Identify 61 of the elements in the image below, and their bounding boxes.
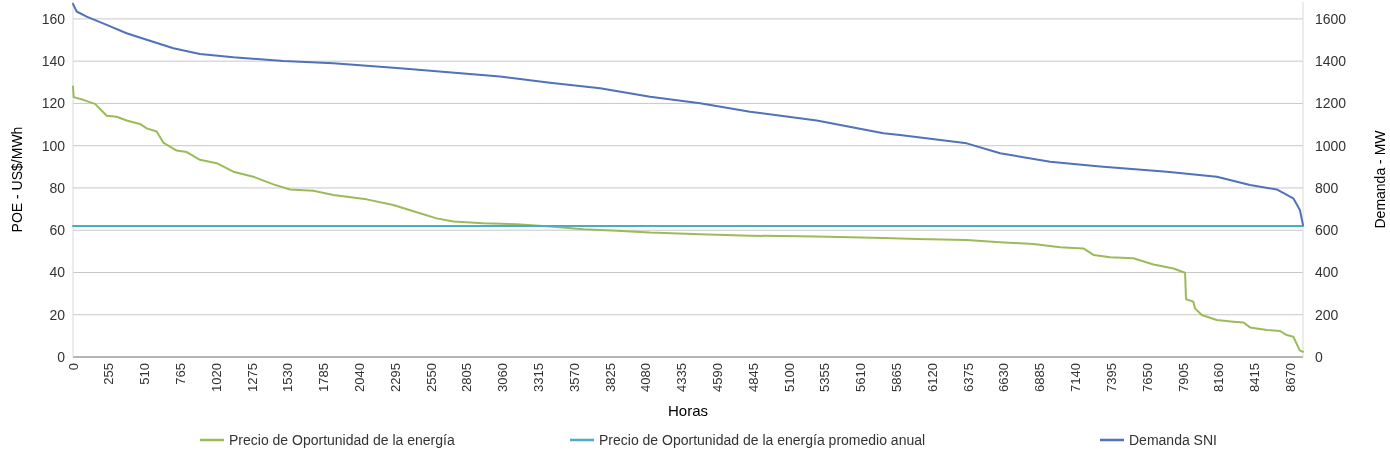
legend-label: Precio de Oportunidad de la energía <box>229 431 455 448</box>
y-tick-label: 100 <box>41 137 66 154</box>
x-tick-label: 7905 <box>1175 363 1191 392</box>
y2-tick-label: 600 <box>1315 222 1339 239</box>
legend-label: Precio de Oportunidad de la energía promedio anual <box>599 431 926 448</box>
line-series <box>72 2 1304 226</box>
x-tick-label: 7650 <box>1139 363 1155 392</box>
x-tick-label: 6630 <box>996 363 1012 392</box>
x-tick-label: 7140 <box>1068 363 1084 392</box>
x-tick-label: 4335 <box>674 363 690 392</box>
x-tick-label: 765 <box>172 363 188 385</box>
x-axis-title: Horas <box>667 402 709 419</box>
y2-tick-label: 1400 <box>1315 53 1347 70</box>
x-tick-label: 2550 <box>423 363 439 392</box>
y2-tick-label: 200 <box>1315 306 1339 323</box>
x-tick-label: 0 <box>65 363 81 371</box>
y-axis-title: POE - US$/MWh <box>9 126 25 233</box>
x-tick-label: 4845 <box>745 363 761 392</box>
x-tick-label: 8160 <box>1211 363 1227 392</box>
x-tick-label: 4590 <box>710 363 726 392</box>
x-tick-label: 2295 <box>387 363 403 392</box>
x-tick-label: 6375 <box>960 363 976 392</box>
x-tick-label: 255 <box>101 363 117 385</box>
x-tick-label: 1020 <box>208 363 224 392</box>
y2-axis-title: Demanda - MW <box>1372 129 1388 229</box>
y-tick-label: 0 <box>57 348 66 365</box>
x-tick-label: 1275 <box>244 363 260 392</box>
y2-tick-label: 1000 <box>1315 137 1347 154</box>
x-tick-label: 3570 <box>566 363 582 392</box>
y-tick-label: 40 <box>49 264 66 281</box>
x-tick-label: 7395 <box>1103 363 1119 392</box>
y2-tick-label: 800 <box>1315 179 1339 196</box>
y2-tick-label: 0 <box>1315 348 1323 365</box>
y-tick-label: 140 <box>41 53 66 70</box>
x-tick-label: 2805 <box>459 363 475 392</box>
y2-tick-label: 1200 <box>1315 95 1347 112</box>
y-tick-label: 60 <box>49 222 66 239</box>
x-tick-label: 6885 <box>1032 363 1048 392</box>
y-tick-label: 20 <box>49 306 66 323</box>
x-tick-label: 8670 <box>1282 363 1298 392</box>
x-tick-label: 3825 <box>602 363 618 392</box>
x-tick-label: 1785 <box>316 363 332 392</box>
x-tick-label: 4080 <box>638 363 654 392</box>
legend-label: Demanda SNI <box>1129 431 1217 448</box>
x-tick-label: 5865 <box>889 363 905 392</box>
x-tick-label: 510 <box>137 363 153 385</box>
x-tick-label: 5355 <box>817 363 833 392</box>
line-series <box>72 85 1304 353</box>
x-tick-label: 1530 <box>280 363 296 392</box>
x-tick-label: 5100 <box>781 363 797 392</box>
y-tick-label: 80 <box>49 179 66 196</box>
x-tick-label: 2040 <box>351 363 367 392</box>
y2-tick-label: 1600 <box>1315 10 1347 27</box>
x-tick-label: 8415 <box>1247 363 1263 392</box>
x-tick-label: 6120 <box>924 363 940 392</box>
y-tick-label: 120 <box>41 95 66 112</box>
y2-tick-label: 400 <box>1315 264 1339 281</box>
x-tick-label: 5610 <box>853 363 869 392</box>
x-tick-label: 3060 <box>495 363 511 392</box>
x-tick-label: 3315 <box>531 363 547 392</box>
y-tick-label: 160 <box>41 10 66 27</box>
